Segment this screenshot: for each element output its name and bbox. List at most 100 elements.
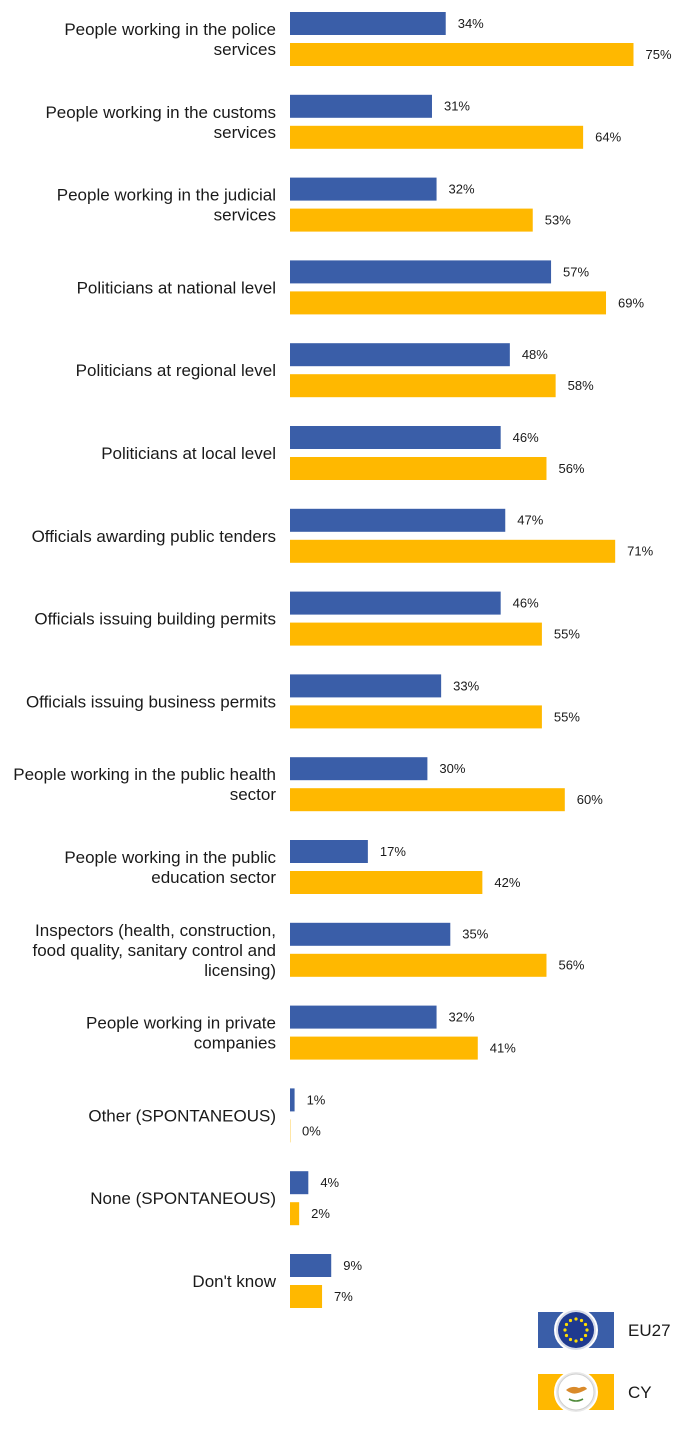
- category-label-line: services: [214, 123, 276, 142]
- category-label-line: People working in the judicial: [57, 186, 276, 205]
- category-label: Politicians at regional level: [76, 361, 276, 380]
- value-label-cy: 42%: [494, 875, 520, 890]
- value-label-cy: 53%: [545, 213, 571, 228]
- category-label-line: Inspectors (health, construction,: [35, 921, 276, 940]
- category-label-line: People working in private: [86, 1014, 276, 1033]
- category-label: People working in the police services: [64, 20, 276, 59]
- category-label-line: Don't know: [192, 1272, 276, 1291]
- category-label-line: Officials issuing business permits: [26, 692, 276, 711]
- bar-cy: [290, 457, 547, 480]
- category-group: 4% 2% None (SPONTANEOUS): [90, 1171, 340, 1226]
- value-label-cy: 69%: [618, 295, 644, 310]
- value-label-cy: 56%: [558, 958, 584, 973]
- value-label-eu27: 31%: [444, 99, 470, 114]
- bar-cy: [290, 622, 542, 646]
- bar-eu27: [290, 343, 510, 367]
- category-label-line: None (SPONTANEOUS): [90, 1189, 276, 1208]
- category-label: Officials issuing building permits: [34, 610, 276, 629]
- category-label-line: Politicians at local level: [101, 444, 276, 463]
- bar-eu27: [290, 508, 506, 532]
- plot-area: 34% 75% People working in the police servic…: [13, 12, 672, 1308]
- category-label: People working in the customs services: [45, 103, 276, 142]
- value-label-eu27: 4%: [320, 1175, 339, 1190]
- eu-flag-icon: [554, 1308, 598, 1352]
- category-group: 57% 69% Politicians at national level: [77, 260, 644, 315]
- bar-cy: [290, 291, 607, 315]
- bar-cy: [290, 43, 634, 66]
- bar-eu27: [290, 1254, 332, 1277]
- value-label-cy: 75%: [646, 47, 672, 62]
- value-label-eu27: 34%: [458, 16, 484, 31]
- bar-cy: [290, 1202, 300, 1226]
- bar-cy: [290, 1119, 291, 1143]
- category-label-line: Politicians at national level: [77, 278, 276, 297]
- category-group: 32% 41% People working in private companies: [86, 1005, 516, 1060]
- bar-eu27: [290, 674, 442, 698]
- category-label-line: People working in the public: [64, 848, 276, 867]
- value-label-eu27: 46%: [513, 430, 539, 445]
- cyprus-flag-icon: [554, 1370, 598, 1414]
- category-group: 32% 53% People working in the judicial serv…: [57, 177, 571, 232]
- value-label-cy: 58%: [568, 378, 594, 393]
- legend-item-cy: CY: [538, 1370, 652, 1414]
- value-label-cy: 55%: [554, 709, 580, 724]
- bar-cy: [290, 705, 542, 729]
- category-label-line: People working in the public health: [13, 765, 276, 784]
- legend-item-eu27: EU27: [538, 1308, 671, 1352]
- category-label-line: licensing): [204, 961, 276, 980]
- value-label-cy: 41%: [490, 1041, 516, 1056]
- bar-eu27: [290, 94, 432, 118]
- bar-eu27: [290, 757, 428, 781]
- category-group: 31% 64% People working in the customs servi…: [45, 94, 622, 149]
- value-label-eu27: 48%: [522, 347, 548, 362]
- category-label-line: sector: [230, 785, 277, 804]
- value-label-eu27: 17%: [380, 844, 406, 859]
- legend-label: CY: [628, 1383, 652, 1402]
- category-label: Politicians at local level: [101, 444, 276, 463]
- category-label: Inspectors (health, construction, food qu…: [33, 921, 277, 980]
- bar-eu27: [290, 922, 451, 946]
- category-group: 34% 75% People working in the police servic…: [64, 12, 672, 66]
- value-label-eu27: 35%: [462, 927, 488, 942]
- value-label-eu27: 9%: [343, 1258, 362, 1273]
- bar-eu27: [290, 1088, 295, 1112]
- bar-cy: [290, 953, 547, 977]
- bar-eu27: [290, 1171, 309, 1195]
- category-label-line: Officials issuing building permits: [34, 610, 276, 629]
- category-group: 33% 55% Officials issuing business permits: [26, 674, 580, 729]
- value-label-eu27: 33%: [453, 678, 479, 693]
- category-label: People working in the public education se…: [64, 848, 276, 887]
- category-label: People working in the judicial services: [57, 186, 276, 225]
- bar-cy: [290, 208, 533, 232]
- bar-eu27: [290, 426, 501, 449]
- bar-eu27: [290, 840, 368, 863]
- legend: EU27 CY: [538, 1308, 671, 1414]
- bar-cy: [290, 871, 483, 894]
- bar-cy: [290, 125, 584, 149]
- category-label: Politicians at national level: [77, 278, 276, 297]
- category-label-line: Officials awarding public tenders: [32, 527, 276, 546]
- category-label: Officials awarding public tenders: [32, 527, 276, 546]
- value-label-eu27: 46%: [513, 596, 539, 611]
- category-group: 1% 0% Other (SPONTANEOUS): [88, 1088, 326, 1143]
- bar-eu27: [290, 260, 552, 284]
- category-group: 48% 58% Politicians at regional level: [76, 343, 594, 398]
- value-label-eu27: 1%: [307, 1092, 326, 1107]
- value-label-eu27: 47%: [517, 513, 543, 528]
- value-label-eu27: 32%: [449, 182, 475, 197]
- category-label-line: companies: [194, 1034, 276, 1053]
- category-label-line: services: [214, 206, 276, 225]
- value-label-eu27: 57%: [563, 264, 589, 279]
- category-label-line: food quality, sanitary control and: [33, 941, 277, 960]
- category-label: Don't know: [192, 1272, 276, 1291]
- bar-cy: [290, 1285, 323, 1308]
- bar-cy: [290, 788, 565, 812]
- category-group: 30% 60% People working in the public healt…: [13, 757, 603, 812]
- category-group: 9% 7% Don't know: [192, 1254, 362, 1308]
- legend-label: EU27: [628, 1321, 671, 1340]
- bar-cy: [290, 1036, 478, 1060]
- category-label-line: education sector: [151, 868, 276, 887]
- category-group: 47% 71% Officials awarding public tenders: [32, 508, 654, 563]
- value-label-cy: 7%: [334, 1289, 353, 1304]
- category-group: 46% 55% Officials issuing building permits: [34, 591, 580, 646]
